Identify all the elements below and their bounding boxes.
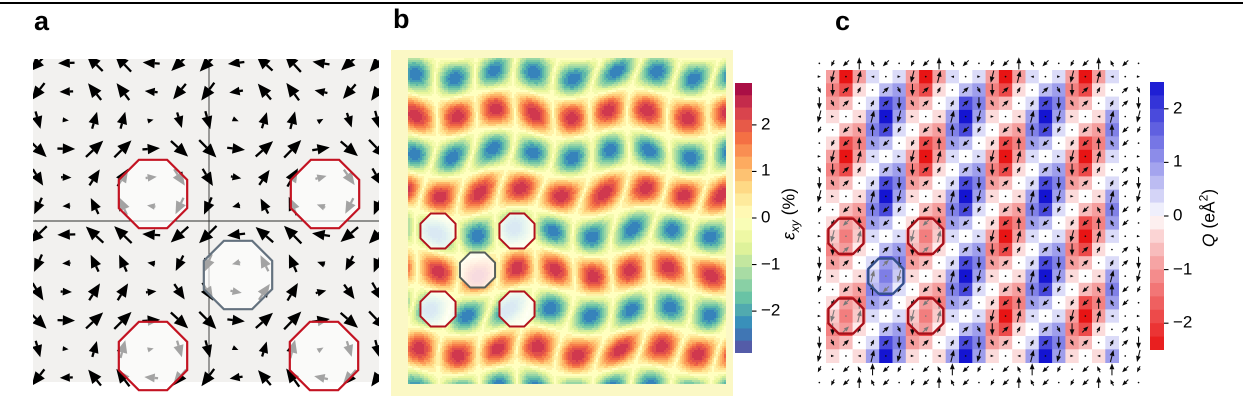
colorbar-c-tick-0: 0 — [1173, 205, 1183, 225]
figure-top-border — [0, 2, 1243, 4]
colorbar-c-tick-1: 1 — [1173, 151, 1183, 171]
panel-label-a: a — [34, 6, 50, 36]
colorbar-b-tick-1: 1 — [761, 161, 771, 181]
q-unit-prefix: (eÅ — [1198, 201, 1219, 229]
epsilon-subscript: xy — [787, 220, 802, 233]
panel-c-colorbar — [1150, 82, 1170, 350]
colorbar-b-tick-2: 2 — [761, 114, 771, 134]
colorbar-c-axis-label-q-e-angstrom2: Q (eÅ2) — [1197, 189, 1220, 247]
colorbar-c-tick-m1: −1 — [1173, 259, 1193, 279]
epsilon-symbol: ε — [778, 232, 799, 240]
q-unit-suffix: ) — [1198, 188, 1219, 195]
panel-label-b: b — [393, 4, 410, 34]
panel-c-quadrupole-map — [805, 52, 1141, 388]
colorbar-b-tick-m2: −2 — [761, 300, 781, 320]
colorbar-c-tick-2: 2 — [1173, 98, 1183, 118]
colorbar-b-tick-m1: −1 — [761, 254, 781, 274]
colorbar-b-tick-0: 0 — [761, 207, 771, 227]
panel-label-c: c — [835, 6, 851, 36]
panel-a-vector-field-plot — [33, 59, 379, 399]
panel-b-strain-heatmap — [391, 50, 733, 396]
colorbar-b-axis-label-epsilon-xy-percent: εxy (%) — [778, 188, 802, 240]
panel-b-colorbar — [735, 83, 758, 353]
q-symbol: Q — [1198, 233, 1219, 248]
colorbar-c-tick-m2: −2 — [1173, 312, 1193, 332]
epsilon-unit: (%) — [778, 188, 799, 216]
q-exponent: 2 — [1196, 194, 1211, 202]
